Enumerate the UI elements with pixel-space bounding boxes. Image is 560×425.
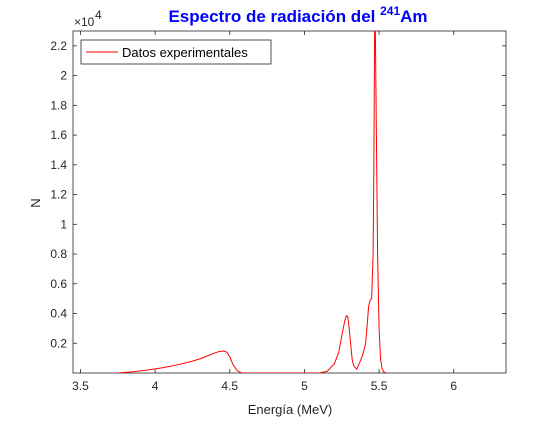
series-layer <box>117 31 387 373</box>
x-tick-label: 6 <box>450 379 457 393</box>
y-tick-label: 1.2 <box>50 188 67 202</box>
chart-title-main: Espectro de radiación del <box>168 7 380 26</box>
y-axis-ticks: 0.2 0.4 0.6 0.8 1 1.2 1.4 1.6 1.8 2 2.2 <box>50 39 506 350</box>
x-axis-label: Energía (MeV) <box>248 402 333 417</box>
y-tick-label: 1.8 <box>50 98 67 112</box>
y-axis-exponent-power: 4 <box>95 8 102 22</box>
y-tick-label: 0.8 <box>50 247 67 261</box>
series-line-0 <box>117 31 387 373</box>
y-tick-label: 0.2 <box>50 336 67 350</box>
y-tick-label: 2.2 <box>50 39 67 53</box>
chart-title-superscript: 241 <box>380 4 400 18</box>
y-tick-label: 1.6 <box>50 128 67 142</box>
x-tick-label: 5 <box>301 379 308 393</box>
x-tick-label: 4 <box>152 379 159 393</box>
x-tick-label: 3.5 <box>72 379 89 393</box>
y-axis-exponent-base: ×10 <box>74 15 95 29</box>
plot-area <box>72 30 507 374</box>
chart-title: Espectro de radiación del 241Am <box>168 4 427 26</box>
legend[interactable]: Datos experimentales <box>80 39 272 65</box>
plot-axes: 3.5 4 4.5 5 5.5 6 0.2 0.4 0.6 0.8 1 1.2 1.4 1.6 1.8 2 2… <box>50 30 507 393</box>
x-tick-label: 4.5 <box>221 379 238 393</box>
y-axis-exponent: ×10 4 <box>74 8 102 29</box>
y-axis-label: N <box>28 198 43 207</box>
y-tick-label: 0.4 <box>50 307 67 321</box>
x-tick-label: 5.5 <box>371 379 388 393</box>
x-axis-ticks: 3.5 4 4.5 5 5.5 6 <box>72 31 457 393</box>
y-tick-label: 0.6 <box>50 277 67 291</box>
y-tick-label: 1 <box>60 217 67 231</box>
legend-entry-label: Datos experimentales <box>122 45 248 60</box>
y-tick-label: 2 <box>60 69 67 83</box>
chart-title-tail: Am <box>400 7 427 26</box>
y-tick-label: 1.4 <box>50 158 67 172</box>
